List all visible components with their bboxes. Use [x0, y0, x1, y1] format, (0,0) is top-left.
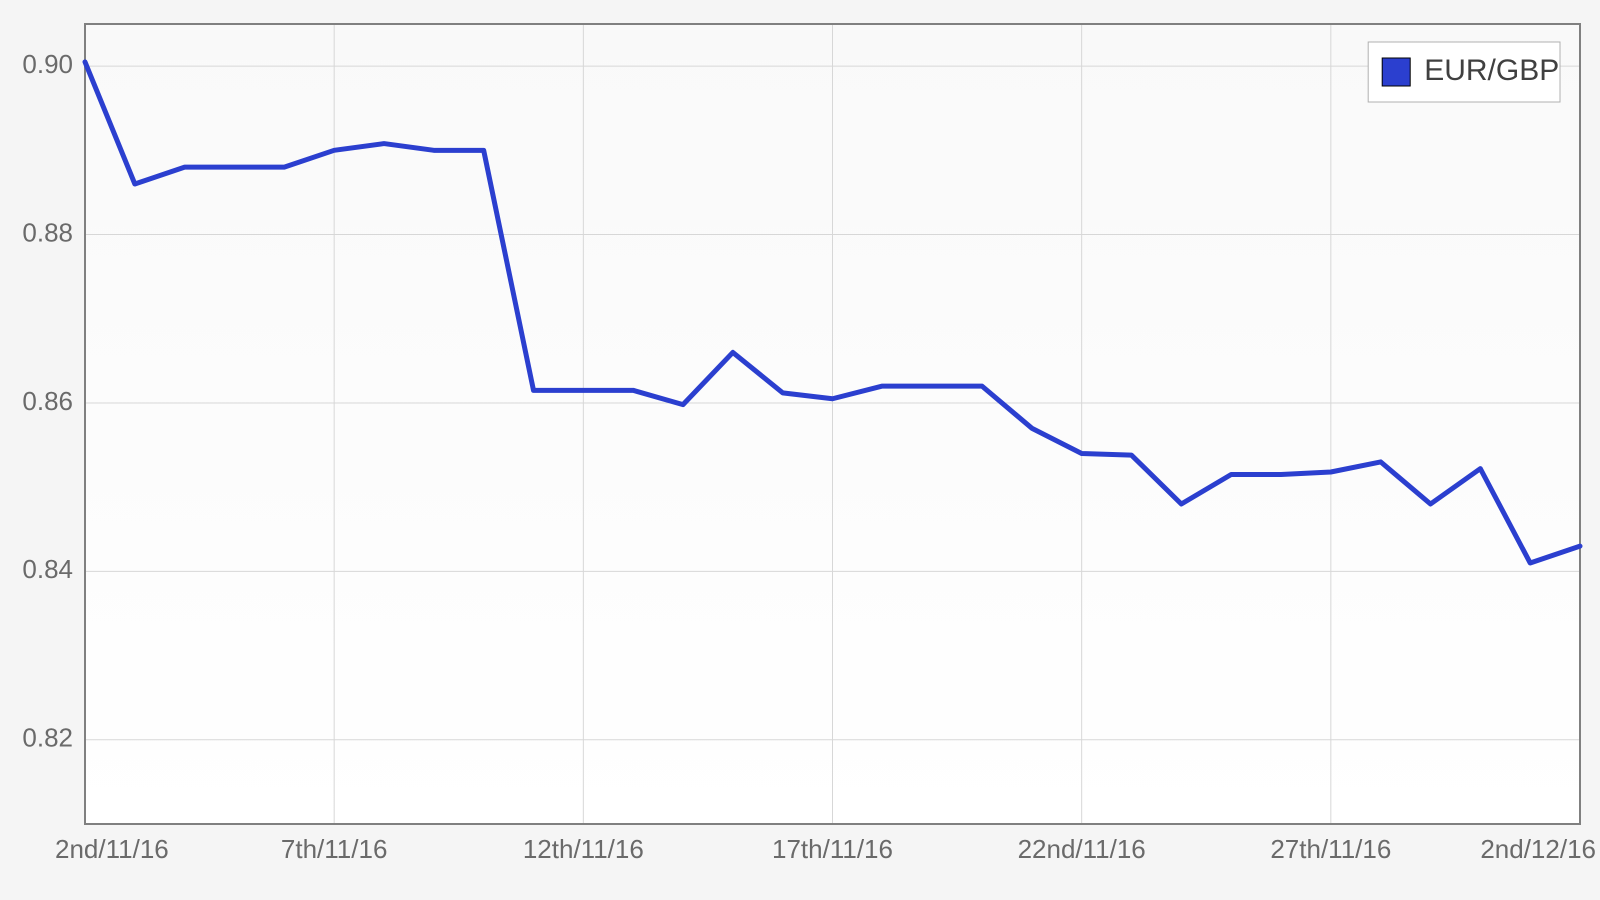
legend-swatch — [1382, 58, 1410, 86]
x-tick-label: 7th/11/16 — [281, 834, 388, 864]
y-tick-label: 0.86 — [22, 386, 73, 416]
y-tick-label: 0.88 — [22, 217, 73, 247]
legend-label: EUR/GBP — [1424, 54, 1559, 87]
x-tick-label: 17th/11/16 — [772, 834, 893, 864]
y-tick-label: 0.82 — [22, 723, 73, 753]
x-tick-label: 27th/11/16 — [1270, 834, 1391, 864]
legend: EUR/GBP — [1368, 42, 1560, 102]
y-tick-label: 0.90 — [22, 49, 73, 79]
chart-container: 0.82 0.84 0.86 0.88 0.90 2nd/11/16 7th/11/16 12… — [0, 0, 1600, 900]
x-tick-label: 22nd/11/16 — [1018, 834, 1146, 864]
x-tick-label: 2nd/11/16 — [55, 834, 169, 864]
x-tick-label: 12th/11/16 — [523, 834, 644, 864]
y-tick-label: 0.84 — [22, 554, 73, 584]
line-chart: 0.82 0.84 0.86 0.88 0.90 2nd/11/16 7th/11/16 12… — [0, 0, 1600, 900]
x-tick-label: 2nd/12/16 — [1480, 834, 1596, 864]
